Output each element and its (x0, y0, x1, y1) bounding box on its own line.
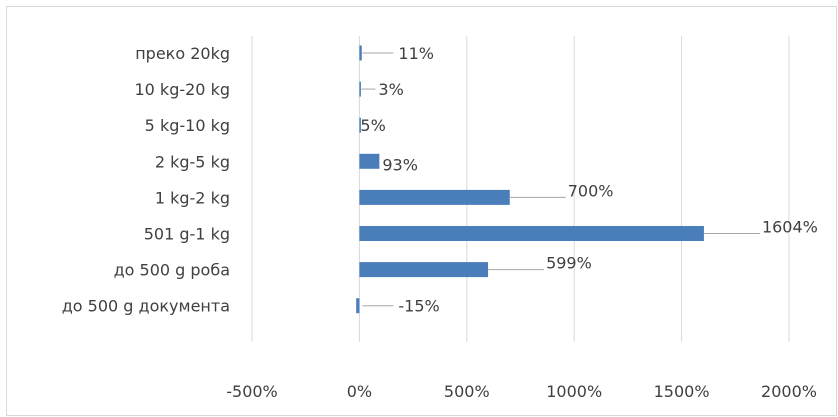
bar (359, 153, 380, 169)
bar (359, 117, 361, 133)
data-label: 1604% (762, 218, 818, 237)
category-label: 10 kg-20 kg (134, 80, 230, 99)
x-tick-label: 2000% (761, 382, 817, 401)
category-label: 501 g-1 kg (144, 225, 230, 244)
category-label: 5 kg-10 kg (145, 116, 230, 135)
category-label: 1 kg-2 kg (155, 188, 230, 207)
bar (359, 81, 361, 97)
bar (359, 262, 489, 278)
bar (356, 298, 360, 314)
data-label: 11% (398, 44, 434, 63)
bar (359, 45, 362, 61)
data-label: 5% (360, 116, 385, 135)
x-tick-label: -500% (226, 382, 278, 401)
bar (359, 226, 704, 241)
category-label: 2 kg-5 kg (155, 152, 230, 171)
data-label: -15% (398, 297, 439, 316)
x-tick-label: 1500% (654, 382, 710, 401)
category-label: до 500 g роба (114, 261, 230, 280)
x-tick-label: 1000% (546, 382, 602, 401)
x-tick-label: 0% (347, 382, 372, 401)
data-label: 599% (546, 254, 592, 273)
data-label: 3% (378, 80, 403, 99)
category-label: до 500 g документа (62, 297, 230, 316)
x-tick-label: 500% (444, 382, 490, 401)
chart-frame (6, 6, 837, 416)
bar (359, 189, 510, 205)
data-label: 700% (568, 181, 614, 200)
data-label: 93% (382, 155, 418, 174)
category-label: преко 20kg (135, 44, 230, 63)
